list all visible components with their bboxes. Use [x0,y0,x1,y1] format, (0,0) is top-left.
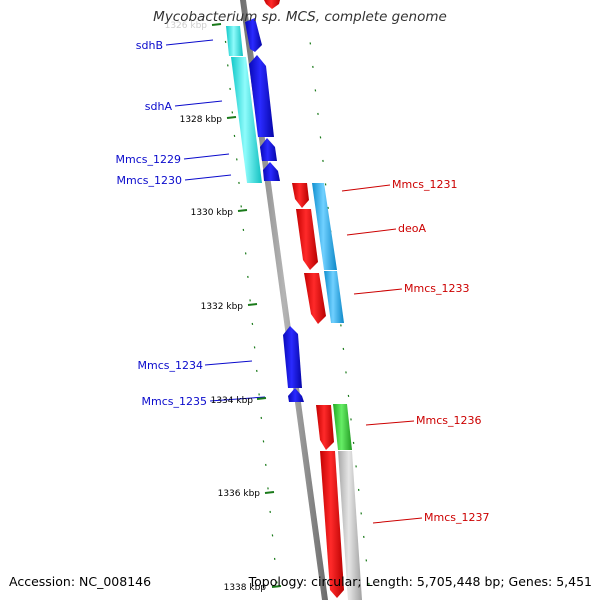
gene-label-Mmcs_1233[interactable]: Mmcs_1233 [404,282,469,295]
leader-line-deoA [346,228,397,236]
leader-line-sdhA [174,100,223,107]
leader-line-Mmcs_1234 [204,360,253,366]
gene-arrow-Mmcs_1230[interactable] [263,162,280,181]
kbp-scale-group: 1326 kbp 1328 kbp 1330 kbp 1332 kbp 1334… [165,21,282,593]
gene-arrow-sdhB[interactable] [245,18,262,52]
kbp-tick [271,585,282,588]
cog-band-Mmcs_1236 [333,404,352,450]
kbp-tick [211,23,222,26]
gene-label-Mmcs_1231[interactable]: Mmcs_1231 [392,178,457,191]
leader-line-Mmcs_1235 [209,396,266,402]
leader-line-group [165,39,423,524]
cog-band-Mmcs_1233 [324,271,344,323]
gene-arrow-Mmcs_1235[interactable] [288,388,304,402]
gene-arrow-top-partial[interactable] [264,0,280,9]
gene-label-sdhB[interactable]: sdhB [136,39,163,52]
cog-band-sdhA [231,57,262,183]
gene-arrow-Mmcs_1229[interactable] [260,138,277,161]
kbp-tick [264,491,275,494]
gene-arrow-group [245,0,344,598]
kbp-label: 1338 kbp [224,583,267,593]
kbp-tick [226,116,237,119]
leader-line-Mmcs_1236 [365,420,415,426]
leader-line-Mmcs_1233 [353,288,403,295]
kbp-label: 1326 kbp [165,21,208,31]
gene-label-deoA[interactable]: deoA [398,222,426,235]
kbp-label: 1328 kbp [180,115,223,125]
cog-band-group [226,26,362,600]
cog-band-sdhB [226,26,243,56]
kbp-tick [247,303,258,306]
leader-line-Mmcs_1237 [372,517,423,524]
gene-arrow-deoA[interactable] [296,209,318,270]
gene-arrow-Mmcs_1236[interactable] [316,405,334,450]
gene-label-Mmcs_1237[interactable]: Mmcs_1237 [424,511,489,524]
gene-arrow-sdhA[interactable] [249,55,274,137]
cog-band-Mmcs_1231 [312,183,337,270]
gene-label-group: sdhB sdhA Mmcs_1229 Mmcs_1230 Mmcs_1234 … [116,39,490,524]
map-title: Mycobacterium sp. MCS, complete genome [153,9,447,25]
gene-label-Mmcs_1234[interactable]: Mmcs_1234 [138,359,203,372]
kbp-label: 1336 kbp [218,489,261,499]
kbp-tick [237,209,248,212]
cog-band-Mmcs_1237 [338,451,362,600]
leader-line-Mmcs_1229 [183,153,230,160]
leader-line-Mmcs_1230 [184,174,232,181]
gene-arrow-Mmcs_1234[interactable] [283,326,302,388]
gene-arrow-Mmcs_1233[interactable] [304,273,326,324]
gene-arrow-Mmcs_1237[interactable] [320,451,344,598]
gene-label-Mmcs_1236[interactable]: Mmcs_1236 [416,414,481,427]
topology-text: Topology: circular; Length: 5,705,448 bp… [248,574,592,589]
gene-label-Mmcs_1230[interactable]: Mmcs_1230 [117,174,182,187]
gene-label-Mmcs_1235[interactable]: Mmcs_1235 [142,395,207,408]
leader-line-Mmcs_1231 [341,184,391,192]
gene-arrow-Mmcs_1231[interactable] [292,183,309,208]
leader-line-sdhB [165,39,214,46]
kbp-label: 1334 kbp [211,396,254,406]
kbp-label: 1330 kbp [191,208,234,218]
kbp-label: 1332 kbp [201,302,244,312]
tick-tracks [224,18,370,585]
accession-text: Accession: NC_008146 [9,574,152,589]
kbp-tick [256,397,267,400]
gene-label-Mmcs_1229[interactable]: Mmcs_1229 [116,153,181,166]
gene-label-sdhA[interactable]: sdhA [145,100,173,113]
